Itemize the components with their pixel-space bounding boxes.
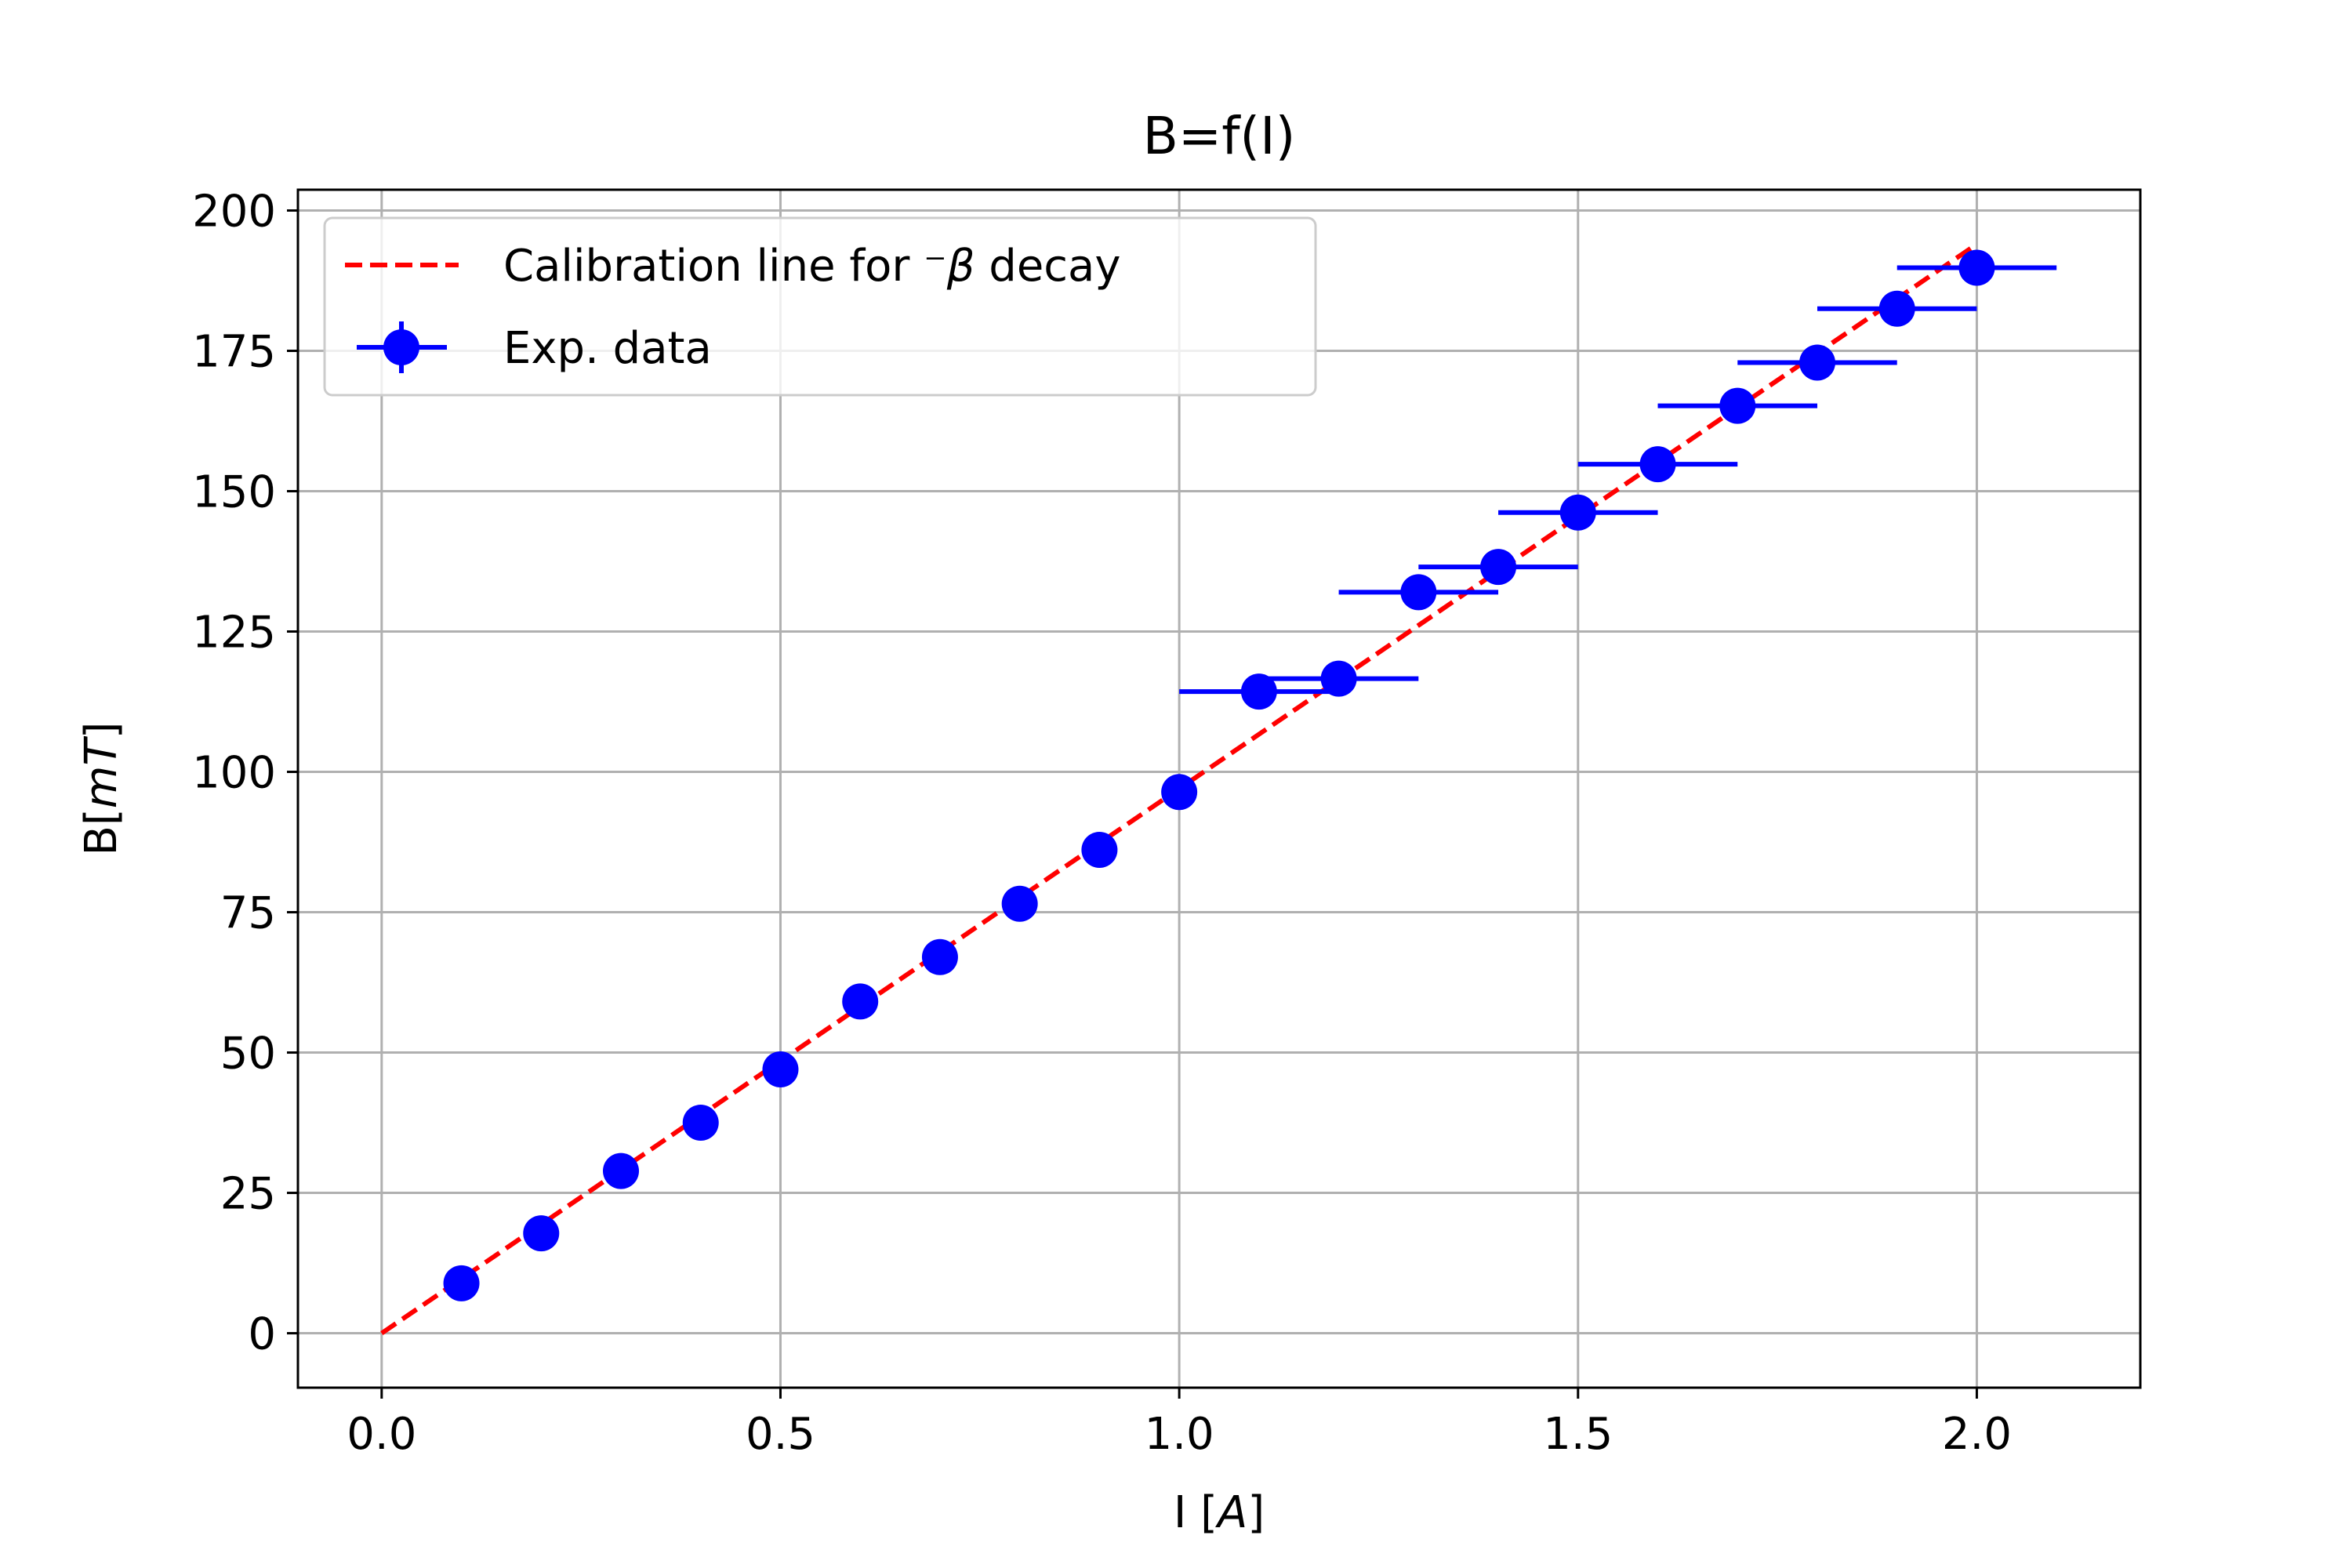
data-point	[1240, 673, 1277, 710]
legend-marker-label: Exp. data	[503, 323, 712, 374]
y-tick-label: 75	[220, 888, 276, 939]
data-point	[1798, 344, 1835, 381]
x-axis-label: I [A]	[1174, 1487, 1265, 1538]
y-tick-label: 25	[220, 1169, 276, 1220]
x-tick-label: 0.0	[347, 1409, 416, 1460]
x-tick-label: 1.5	[1543, 1409, 1613, 1460]
y-tick-label: 100	[192, 748, 276, 799]
legend: Calibration line for ⁻β decay Exp. data	[323, 216, 1317, 397]
chart-title: B=f(I)	[1143, 106, 1296, 166]
y-axis-label: B[mT]	[76, 722, 127, 856]
data-point-layer	[443, 249, 1995, 1301]
y-tick-label: 200	[192, 186, 276, 237]
data-point	[1400, 574, 1437, 611]
data-point	[603, 1152, 640, 1189]
data-point	[682, 1105, 719, 1142]
data-point	[1639, 446, 1676, 483]
data-point	[1719, 387, 1756, 424]
data-point	[842, 983, 879, 1020]
x-tick-label: 2.0	[1942, 1409, 2012, 1460]
data-point	[1081, 832, 1118, 869]
y-tick-label: 175	[192, 326, 276, 377]
y-tick-label: 150	[192, 467, 276, 518]
data-point	[762, 1051, 799, 1088]
data-point	[1958, 249, 1995, 286]
legend-marker-swatch	[357, 321, 447, 373]
data-point	[1480, 549, 1517, 586]
y-tick-label: 125	[192, 608, 276, 659]
x-tick-label: 0.5	[746, 1409, 815, 1460]
data-point	[1878, 290, 1915, 327]
data-point	[921, 938, 958, 975]
tick-layer: 0.0 0.5 1.0 1.5 2.0 0 25 50 75 100 125 150 175 200	[192, 186, 2012, 1460]
data-point	[1559, 494, 1596, 531]
y-tick-label: 50	[220, 1029, 276, 1080]
y-tick-label: 0	[248, 1309, 276, 1360]
data-point	[1161, 774, 1198, 811]
plot-frame	[296, 188, 2142, 1389]
data-point	[1320, 660, 1357, 697]
legend-box	[323, 216, 1317, 397]
data-point	[523, 1215, 560, 1252]
data-point	[1001, 885, 1038, 922]
legend-line-label: Calibration line for ⁻β decay	[503, 241, 1121, 292]
x-tick-label: 1.0	[1145, 1409, 1214, 1460]
legend-marker-dot	[383, 329, 419, 365]
data-point	[443, 1265, 480, 1301]
